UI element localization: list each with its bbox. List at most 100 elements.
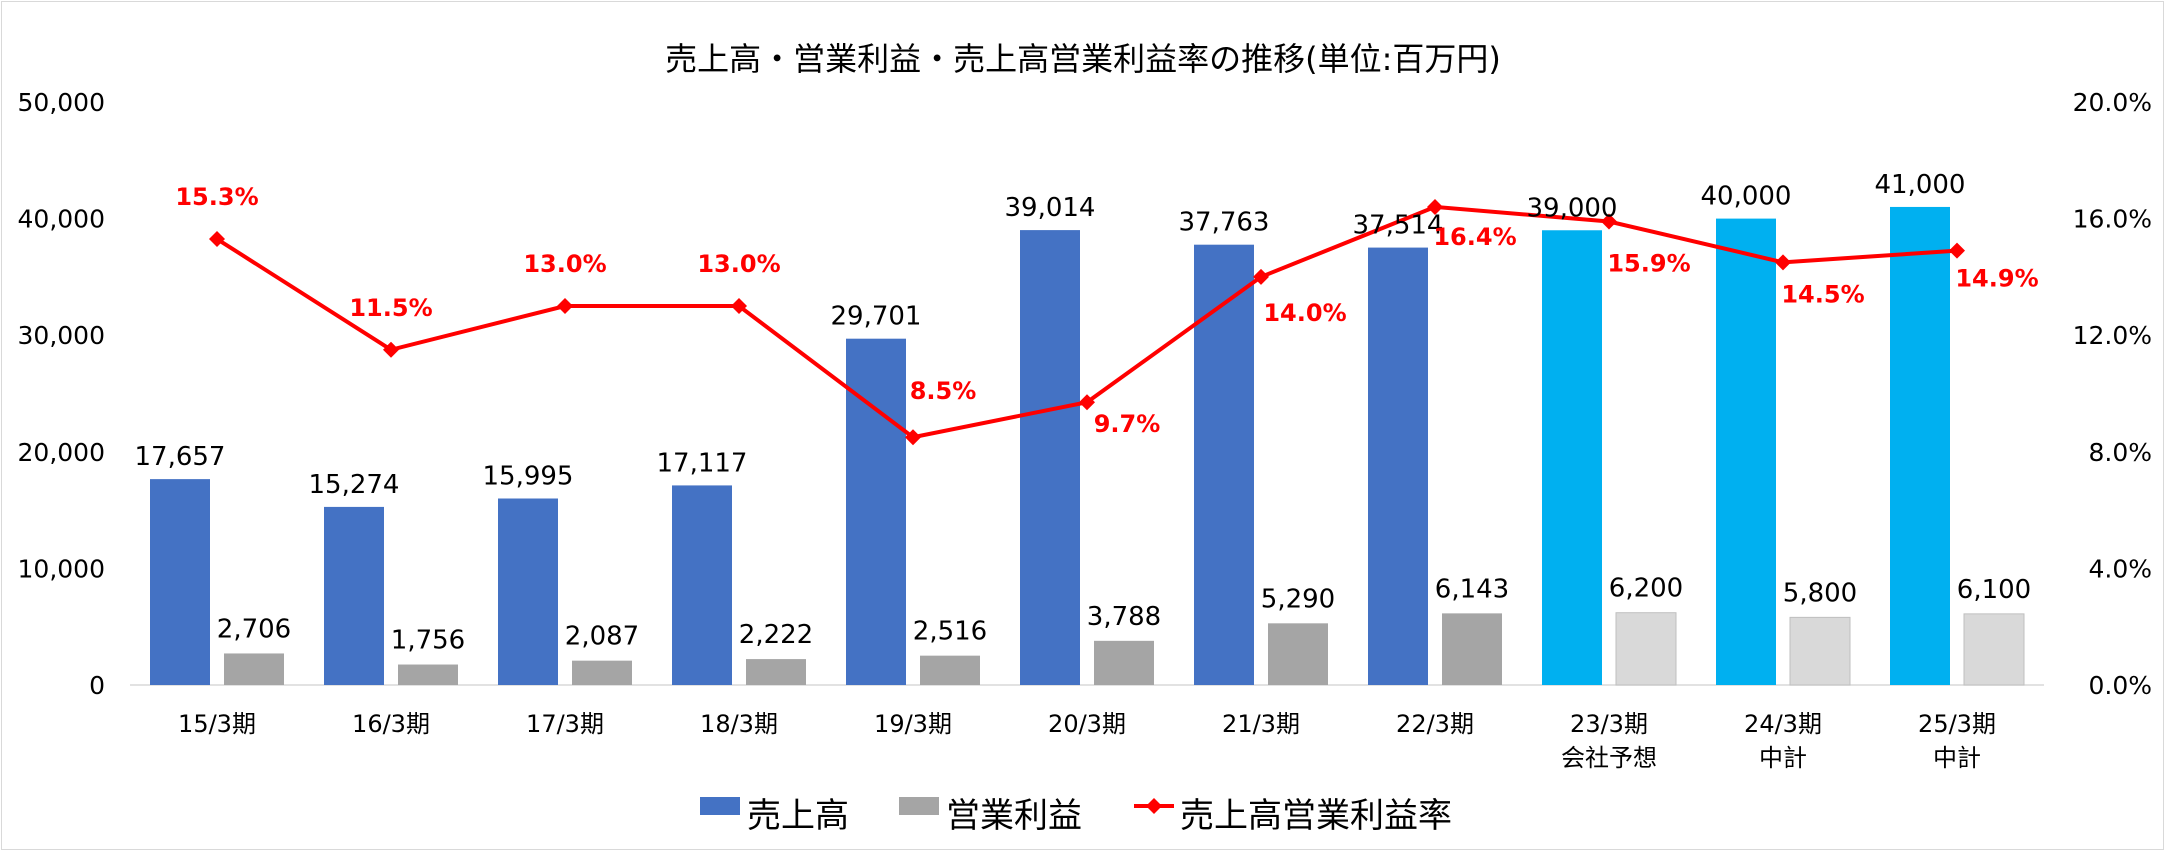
rate-data-label: 13.0% bbox=[523, 250, 606, 278]
rate-data-label: 14.9% bbox=[1955, 265, 2038, 293]
operating-profit-bar bbox=[1789, 616, 1851, 686]
operating-profit-data-label: 5,800 bbox=[1783, 578, 1857, 608]
legend-label-operating-profit: 営業利益 bbox=[946, 796, 1082, 836]
operating-profit-data-label: 6,100 bbox=[1957, 575, 2031, 605]
data-labels: 17,657 2,706 15.3% 15,274 1,756 11.5% 15,995 2,… bbox=[135, 170, 2039, 656]
y-right-tick-label: 20.0% bbox=[2073, 88, 2152, 117]
operating-profit-data-label: 2,087 bbox=[565, 622, 639, 652]
sales-data-label: 37,763 bbox=[1179, 208, 1270, 238]
operating-profit-data-label: 2,516 bbox=[913, 617, 987, 647]
sales-bar bbox=[846, 338, 906, 685]
sales-data-label: 39,000 bbox=[1527, 193, 1618, 223]
x-axis-ticks: 15/3期 16/3期 17/3期 18/3期 19/3期 20/3期 21/3期 22/3期… bbox=[178, 710, 1996, 772]
sales-data-label: 41,000 bbox=[1875, 170, 1966, 200]
rate-data-label: 9.7% bbox=[1094, 410, 1161, 438]
sales-bar bbox=[1542, 230, 1602, 685]
rate-marker bbox=[1253, 268, 1269, 285]
operating-profit-bar bbox=[746, 659, 806, 685]
sales-data-label: 37,514 bbox=[1353, 211, 1444, 241]
rate-marker bbox=[905, 429, 921, 446]
sales-bar bbox=[672, 485, 732, 685]
sales-bar bbox=[1890, 206, 1950, 685]
operating-profit-bar bbox=[572, 660, 632, 685]
sales-data-label: 40,000 bbox=[1701, 182, 1792, 212]
sales-data-label: 17,117 bbox=[657, 448, 748, 478]
rate-data-label: 11.5% bbox=[349, 294, 432, 322]
rate-data-label: 16.4% bbox=[1433, 223, 1516, 251]
chart-title: 売上高・営業利益・売上高営業利益率の推移(単位:百万円) bbox=[665, 40, 1501, 78]
y-right-tick-label: 8.0% bbox=[2088, 438, 2152, 467]
legend-swatch-operating-profit bbox=[899, 797, 939, 815]
sales-bar bbox=[498, 498, 558, 685]
rate-marker bbox=[1427, 198, 1443, 215]
operating-profit-bar bbox=[920, 655, 980, 685]
x-tick-label: 16/3期 bbox=[352, 710, 430, 738]
sales-bar bbox=[150, 479, 210, 685]
x-tick-label: 17/3期 bbox=[526, 710, 604, 738]
sales-bar bbox=[1020, 230, 1080, 686]
x-tick-label: 21/3期 bbox=[1222, 710, 1300, 738]
rate-data-label: 14.5% bbox=[1781, 280, 1864, 308]
operating-profit-data-label: 6,143 bbox=[1435, 574, 1509, 604]
operating-profit-bar bbox=[1268, 623, 1328, 685]
operating-profit-bar bbox=[1094, 640, 1154, 685]
x-tick-label: 会社予想 bbox=[1561, 744, 1657, 772]
y-left-tick-label: 40,000 bbox=[18, 205, 105, 234]
rate-marker bbox=[1775, 254, 1791, 271]
rate-marker bbox=[557, 298, 573, 315]
legend-swatch-sales bbox=[700, 797, 740, 815]
sales-data-label: 15,274 bbox=[309, 470, 400, 500]
axes: 0 10,000 20,000 30,000 40,000 50,000 0.0% 4.0% 8… bbox=[18, 88, 2152, 700]
sales-data-label: 39,014 bbox=[1005, 193, 1096, 223]
y-left-tick-label: 30,000 bbox=[18, 321, 105, 350]
rate-data-label: 15.9% bbox=[1607, 250, 1690, 278]
rate-marker bbox=[383, 341, 399, 358]
sales-data-label: 15,995 bbox=[483, 461, 574, 491]
operating-profit-bar bbox=[1615, 612, 1677, 686]
x-tick-label: 20/3期 bbox=[1048, 710, 1126, 738]
rate-data-label: 14.0% bbox=[1263, 299, 1346, 327]
operating-profit-bar bbox=[224, 653, 284, 685]
operating-profit-bar bbox=[398, 664, 458, 685]
sales-data-label: 29,701 bbox=[831, 302, 922, 332]
operating-profit-data-label: 5,290 bbox=[1261, 584, 1335, 614]
y-left-tick-label: 20,000 bbox=[18, 438, 105, 467]
y-left-tick-label: 0 bbox=[89, 671, 105, 700]
sales-bar bbox=[1368, 247, 1428, 685]
rate-marker bbox=[731, 298, 747, 315]
legend-swatch-rate-marker bbox=[1146, 798, 1162, 814]
operating-profit-data-label: 3,788 bbox=[1087, 602, 1161, 632]
y-left-tick-label: 10,000 bbox=[18, 554, 105, 583]
legend: 売上高 営業利益 売上高営業利益率 bbox=[700, 796, 1452, 836]
sales-bar bbox=[324, 506, 384, 685]
y-right-tick-label: 12.0% bbox=[2073, 321, 2152, 350]
legend-label-sales: 売上高 bbox=[747, 796, 849, 836]
rate-data-label: 13.0% bbox=[697, 250, 780, 278]
x-tick-label: 23/3期 bbox=[1570, 710, 1648, 738]
bars bbox=[150, 206, 2025, 686]
rate-marker bbox=[1949, 242, 1965, 259]
x-tick-label: 19/3期 bbox=[874, 710, 952, 738]
sales-bar bbox=[1194, 244, 1254, 686]
operating-profit-data-label: 1,756 bbox=[391, 626, 465, 656]
rate-data-label: 8.5% bbox=[910, 377, 977, 405]
y-right-tick-label: 16.0% bbox=[2073, 205, 2152, 234]
y-right-tick-label: 4.0% bbox=[2088, 554, 2152, 583]
sales-bar bbox=[1716, 218, 1776, 685]
x-tick-label: 18/3期 bbox=[700, 710, 778, 738]
x-tick-label: 22/3期 bbox=[1396, 710, 1474, 738]
x-tick-label: 24/3期 bbox=[1744, 710, 1822, 738]
sales-data-label: 17,657 bbox=[135, 442, 226, 472]
rate-data-label: 15.3% bbox=[175, 183, 258, 211]
x-tick-label: 中計 bbox=[1759, 744, 1807, 772]
y-right-tick-label: 0.0% bbox=[2088, 671, 2152, 700]
y-left-tick-label: 50,000 bbox=[18, 88, 105, 117]
x-tick-label: 15/3期 bbox=[178, 710, 256, 738]
operating-profit-data-label: 2,222 bbox=[739, 620, 813, 650]
operating-profit-data-label: 6,200 bbox=[1609, 574, 1683, 604]
operating-profit-bar bbox=[1963, 613, 2025, 686]
legend-label-rate: 売上高営業利益率 bbox=[1180, 796, 1452, 836]
rate-marker bbox=[209, 231, 225, 248]
